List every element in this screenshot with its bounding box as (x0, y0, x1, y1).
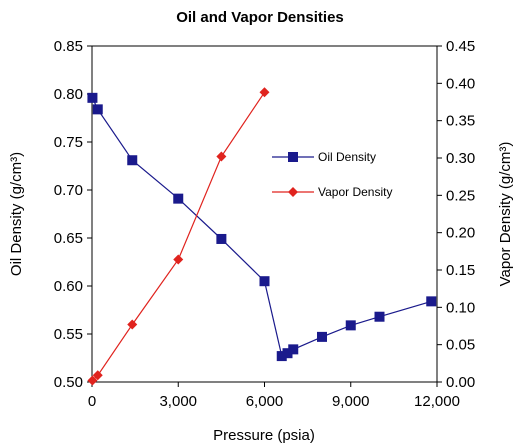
axis-tick-labels: 0 3,000 6,000 9,000 12,000 0.50 0.55 0.60 0.65 0.… (54, 38, 475, 410)
series-markers (87, 87, 437, 386)
data-point-oil-density (173, 193, 184, 204)
y-right-tick-label: 0.40 (446, 75, 475, 92)
data-point-oil-density (317, 331, 327, 342)
x-axis-label: Pressure (psia) (213, 427, 315, 444)
legend: Oil Density Vapor Density (272, 150, 392, 199)
y-right-tick-label: 0.35 (446, 113, 475, 130)
data-point-vapor-density (127, 319, 138, 330)
legend-marker-vapor (288, 187, 298, 197)
y-right-tick-label: 0.30 (446, 150, 475, 167)
y-left-tick-label: 0.85 (54, 38, 83, 55)
y-left-tick-label: 0.80 (54, 86, 83, 103)
x-tick-label: 0 (88, 393, 96, 410)
data-point-vapor-density (259, 87, 270, 98)
legend-label-vapor: Vapor Density (318, 185, 392, 199)
y-axis-label-right: Vapor Density (g/cm³) (497, 142, 514, 287)
y-right-tick-label: 0.05 (446, 337, 475, 354)
y-left-tick-label: 0.55 (54, 326, 83, 343)
y-left-tick-label: 0.65 (54, 230, 83, 247)
y-right-tick-label: 0.00 (446, 374, 475, 391)
y-right-tick-label: 0.20 (446, 225, 475, 242)
chart-title: Oil and Vapor Densities (176, 9, 344, 26)
data-point-oil-density (345, 320, 356, 331)
data-point-oil-density (288, 344, 299, 355)
data-point-vapor-density (216, 151, 227, 162)
x-tick-label: 6,000 (246, 393, 284, 410)
series-lines (91, 91, 432, 381)
data-point-oil-density (426, 296, 437, 307)
data-point-oil-density (87, 92, 98, 103)
data-point-oil-density (127, 155, 138, 166)
y-left-tick-label: 0.50 (54, 374, 83, 391)
y-right-tick-label: 0.15 (446, 262, 475, 279)
y-right-tick-label: 0.25 (446, 187, 475, 204)
data-point-vapor-density (87, 375, 98, 386)
legend-label-oil: Oil Density (318, 150, 376, 164)
data-point-vapor-density (92, 370, 103, 381)
y-left-tick-label: 0.75 (54, 134, 83, 151)
x-tick-label: 9,000 (332, 393, 370, 410)
data-point-oil-density (259, 276, 270, 287)
y-left-tick-label: 0.70 (54, 182, 83, 199)
legend-marker-oil (288, 152, 298, 162)
data-point-oil-density (374, 311, 385, 322)
x-tick-label: 12,000 (414, 393, 460, 410)
y-axis-label-left: Oil Density (g/cm³) (8, 152, 25, 276)
series-line-vapor-density (91, 91, 265, 381)
data-point-vapor-density (173, 254, 184, 265)
y-left-tick-label: 0.60 (54, 278, 83, 295)
y-right-tick-label: 0.45 (446, 38, 475, 55)
data-point-oil-density (282, 348, 293, 359)
y-right-tick-label: 0.10 (446, 299, 475, 316)
x-tick-label: 3,000 (159, 393, 197, 410)
data-point-oil-density (216, 233, 227, 244)
data-point-oil-density (92, 104, 103, 115)
data-point-oil-density (276, 351, 287, 362)
